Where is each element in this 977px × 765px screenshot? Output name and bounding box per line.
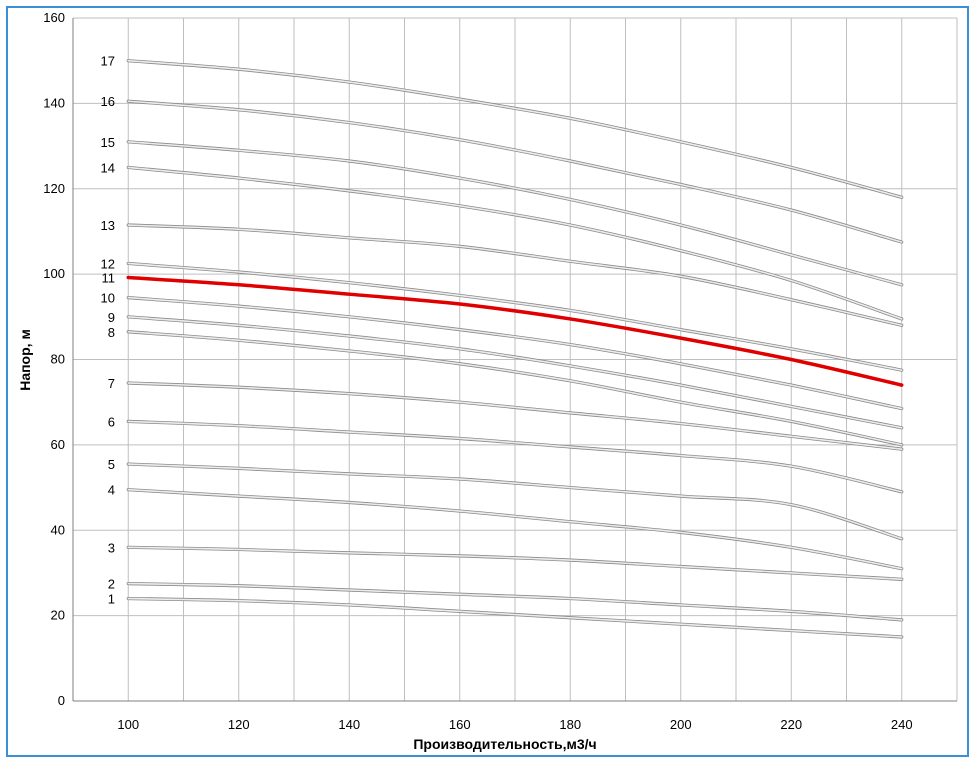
series-line-4 [127,488,903,570]
series-label-9: 9 [108,310,115,325]
series-label-3: 3 [108,540,115,555]
series-line-2 [127,582,903,621]
x-tick-label: 140 [338,717,360,732]
series-line-8 [127,330,903,446]
series-line-7 [127,382,903,450]
y-axis-title: Напор, м [17,329,33,391]
y-tick-label: 120 [43,181,65,196]
x-tick-label: 200 [670,717,692,732]
series-label-8: 8 [108,325,115,340]
y-tick-label: 60 [51,437,65,452]
series-line-6 [127,420,903,493]
y-tick-label: 140 [43,95,65,110]
series-label-2: 2 [108,577,115,592]
x-tick-label: 120 [228,717,250,732]
series-label-10: 10 [101,291,115,306]
series-line-3 [127,546,903,581]
series-line-1 [127,597,903,638]
series-label-7: 7 [108,376,115,391]
series-line-13 [127,224,903,327]
series-line-5 [127,463,903,540]
series-line-10 [127,296,903,410]
x-tick-label: 100 [117,717,139,732]
x-axis-title: Производительность,м3/ч [413,736,596,752]
y-tick-label: 80 [51,352,65,367]
series-label-12: 12 [101,256,115,271]
curves [126,59,904,639]
series-label-13: 13 [101,218,115,233]
series-label-4: 4 [108,483,115,498]
series-label-17: 17 [101,54,115,69]
series-label-5: 5 [108,457,115,472]
curve-labels: 12 3 4 5 6 7 89 10 12 13 14 15 16 17 11 [101,54,115,607]
series-line-15 [127,140,903,286]
y-tick-label: 40 [51,522,65,537]
series-label-1: 1 [108,592,115,607]
series-line-9 [127,316,903,429]
x-tick-label: 180 [559,717,581,732]
y-tick-label: 0 [58,693,65,708]
series-line-16 [127,100,903,243]
series-line-14 [127,166,903,320]
series-label-15: 15 [101,135,115,150]
series-label-14: 14 [101,160,115,175]
series-label-16: 16 [101,94,115,109]
series-line-11-highlight [126,275,904,387]
series-line-17 [127,59,903,199]
x-tick-label: 220 [780,717,802,732]
x-tick-label: 240 [891,717,913,732]
y-tick-label: 20 [51,608,65,623]
y-tick-label: 100 [43,266,65,281]
series-label-11: 11 [102,271,116,286]
y-tick-label: 160 [43,10,65,25]
axes: 100 120 140 160 180 200 220 240 0 20 40 60 80 100 120 1… [43,10,957,732]
x-tick-label: 160 [449,717,471,732]
series-line-12 [127,262,903,371]
series-label-6: 6 [108,414,115,429]
